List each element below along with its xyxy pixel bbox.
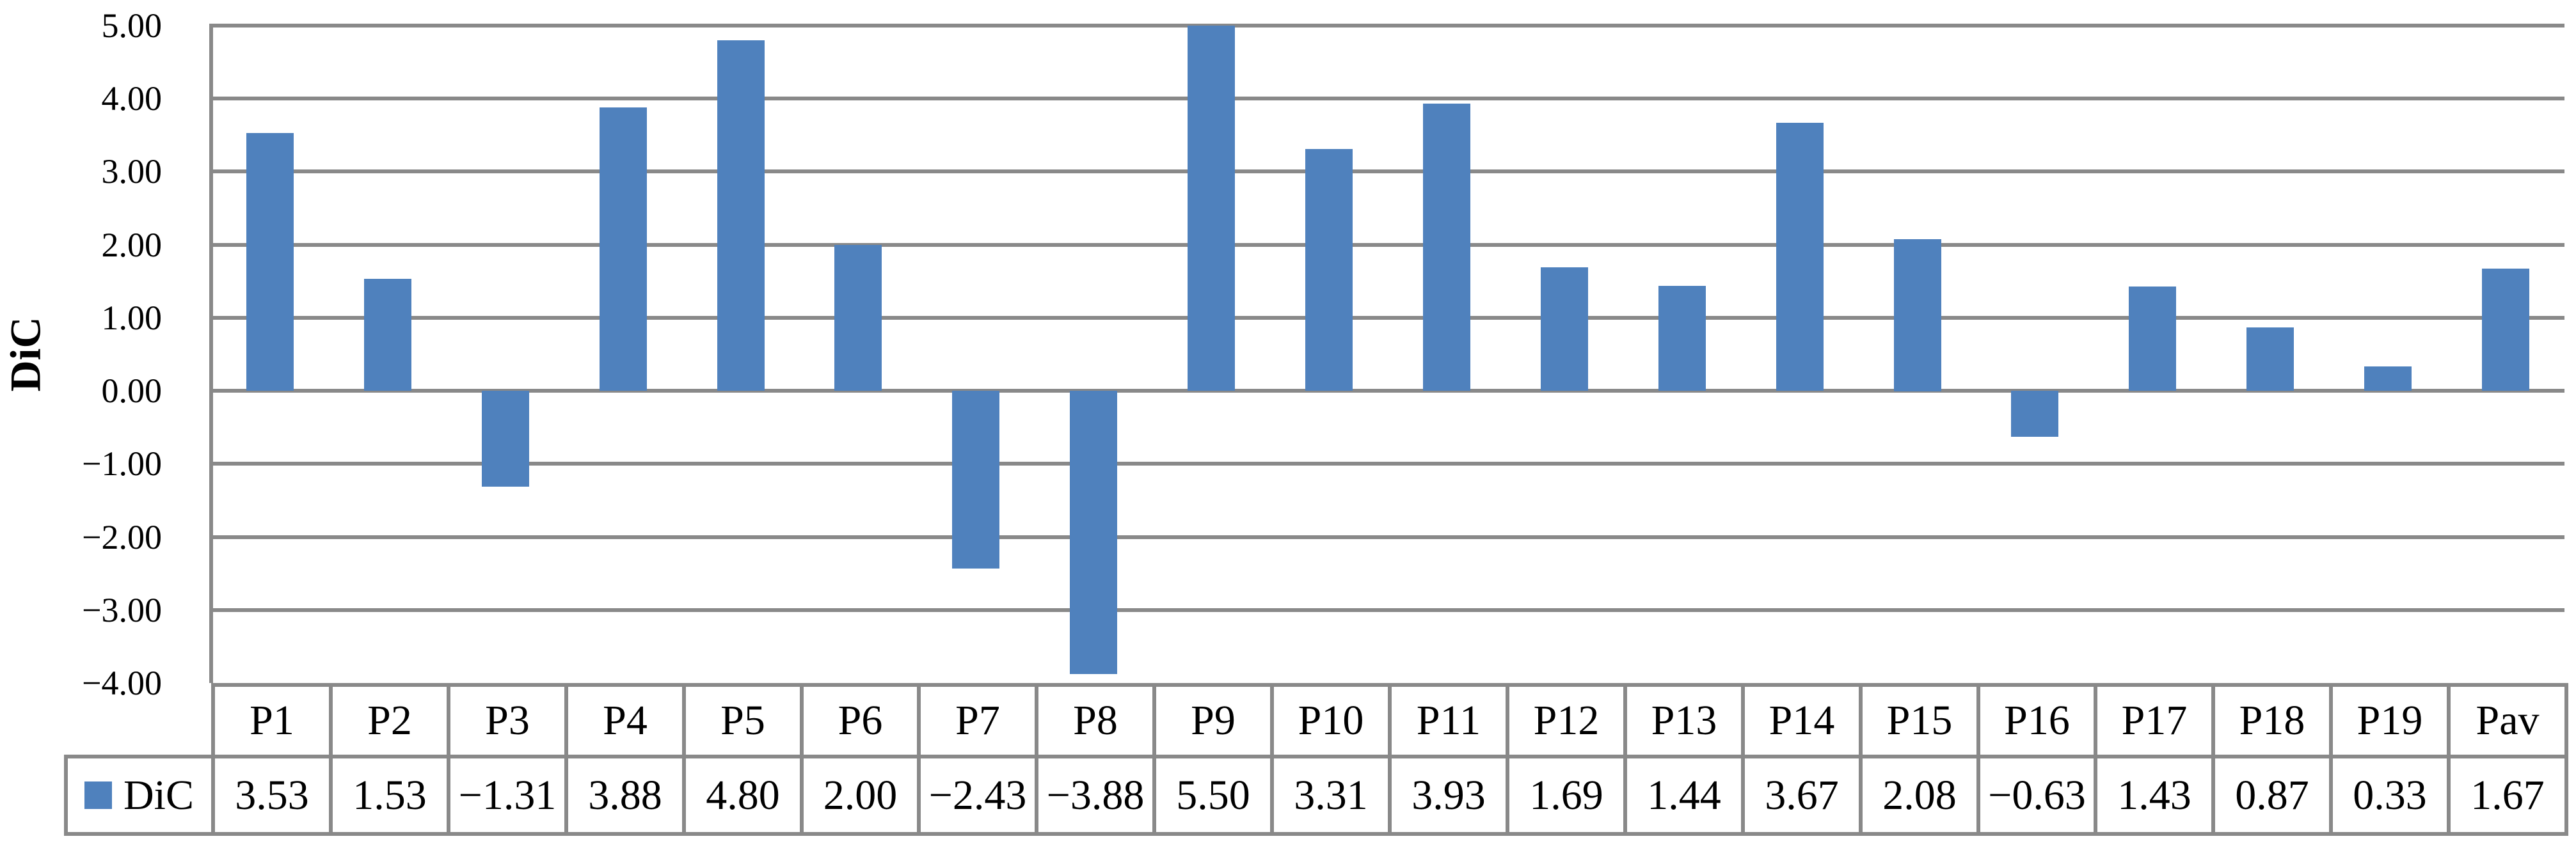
value-cell: 2.08 (1859, 755, 1976, 836)
y-tick-label: −4.00 (82, 664, 162, 702)
value-cell: 3.93 (1388, 755, 1506, 836)
major-gridline (211, 24, 2564, 27)
category-cell: P12 (1506, 683, 1623, 755)
bar-P9 (1188, 26, 1235, 391)
category-cell: P4 (564, 683, 682, 755)
category-cell: P5 (682, 683, 800, 755)
value-cell: 1.69 (1506, 755, 1623, 836)
category-cell: P14 (1741, 683, 1859, 755)
bar-P17 (2129, 287, 2176, 391)
bar-P13 (1658, 286, 1706, 391)
category-cell: P9 (1152, 683, 1270, 755)
y-tick-label: 5.00 (101, 6, 163, 45)
bar-P7 (952, 391, 999, 569)
value-cell: 1.53 (329, 755, 447, 836)
bar-P10 (1305, 149, 1353, 391)
value-cell: 4.80 (682, 755, 800, 836)
major-gridline (211, 316, 2564, 320)
category-cell: P11 (1388, 683, 1506, 755)
y-tick-label: −1.00 (82, 444, 162, 483)
category-cell: P8 (1035, 683, 1152, 755)
major-gridline (211, 97, 2564, 100)
y-tick-label: 1.00 (101, 299, 163, 337)
value-cell: 1.44 (1623, 755, 1741, 836)
major-gridline (211, 535, 2564, 539)
major-gridline (211, 243, 2564, 247)
bar-P19 (2364, 366, 2412, 391)
bar-P5 (717, 40, 765, 391)
category-cell: P16 (1976, 683, 2094, 755)
category-cell: P10 (1270, 683, 1388, 755)
bar-P11 (1423, 104, 1470, 391)
y-tick-label: 4.00 (101, 79, 163, 118)
legend-cell: DiC (64, 755, 211, 836)
legend-label: DiC (123, 771, 195, 819)
major-gridline (211, 462, 2564, 466)
category-cell: Pav (2447, 683, 2568, 755)
category-cell: P1 (211, 683, 329, 755)
bar-P14 (1776, 123, 1824, 391)
major-gridline (211, 389, 2564, 393)
legend-color-swatch (84, 781, 112, 809)
value-cell: 5.50 (1152, 755, 1270, 836)
category-cell: P6 (800, 683, 917, 755)
category-cell: P13 (1623, 683, 1741, 755)
value-cell: 1.43 (2094, 755, 2211, 836)
y-axis-line (209, 24, 213, 683)
major-gridline (211, 169, 2564, 173)
bar-P12 (1541, 267, 1588, 391)
y-tick-label: 2.00 (101, 226, 163, 264)
category-cell: P19 (2329, 683, 2447, 755)
value-cell: 1.67 (2447, 755, 2568, 836)
value-cell: 3.31 (1270, 755, 1388, 836)
category-cell: P18 (2211, 683, 2329, 755)
y-tick-label: 0.00 (101, 372, 163, 410)
y-tick-label: −3.00 (82, 591, 162, 629)
bar-P4 (600, 107, 647, 391)
bar-P16 (2011, 391, 2058, 437)
value-cell: 2.00 (800, 755, 917, 836)
bar-P18 (2246, 327, 2294, 391)
y-tick-label: −2.00 (82, 518, 162, 556)
bar-P3 (482, 391, 529, 487)
category-cell: P15 (1859, 683, 1976, 755)
value-cell: 0.33 (2329, 755, 2447, 836)
category-cell: P7 (917, 683, 1035, 755)
bar-P2 (364, 279, 411, 391)
bar-P1 (246, 133, 294, 391)
bar-P8 (1070, 391, 1117, 674)
category-cell: P3 (447, 683, 564, 755)
y-tick-label: 3.00 (101, 152, 163, 191)
bar-Pav (2482, 269, 2529, 391)
value-cell: −2.43 (917, 755, 1035, 836)
value-cell: −0.63 (1976, 755, 2094, 836)
value-cell: 3.53 (211, 755, 329, 836)
bar-P15 (1894, 239, 1941, 391)
value-cell: 3.67 (1741, 755, 1859, 836)
value-cell: 3.88 (564, 755, 682, 836)
category-cell: P17 (2094, 683, 2211, 755)
category-cell: P2 (329, 683, 447, 755)
bar-P6 (834, 245, 882, 391)
value-cell: −3.88 (1035, 755, 1152, 836)
value-cell: −1.31 (447, 755, 564, 836)
value-cell: 0.87 (2211, 755, 2329, 836)
major-gridline (211, 608, 2564, 612)
